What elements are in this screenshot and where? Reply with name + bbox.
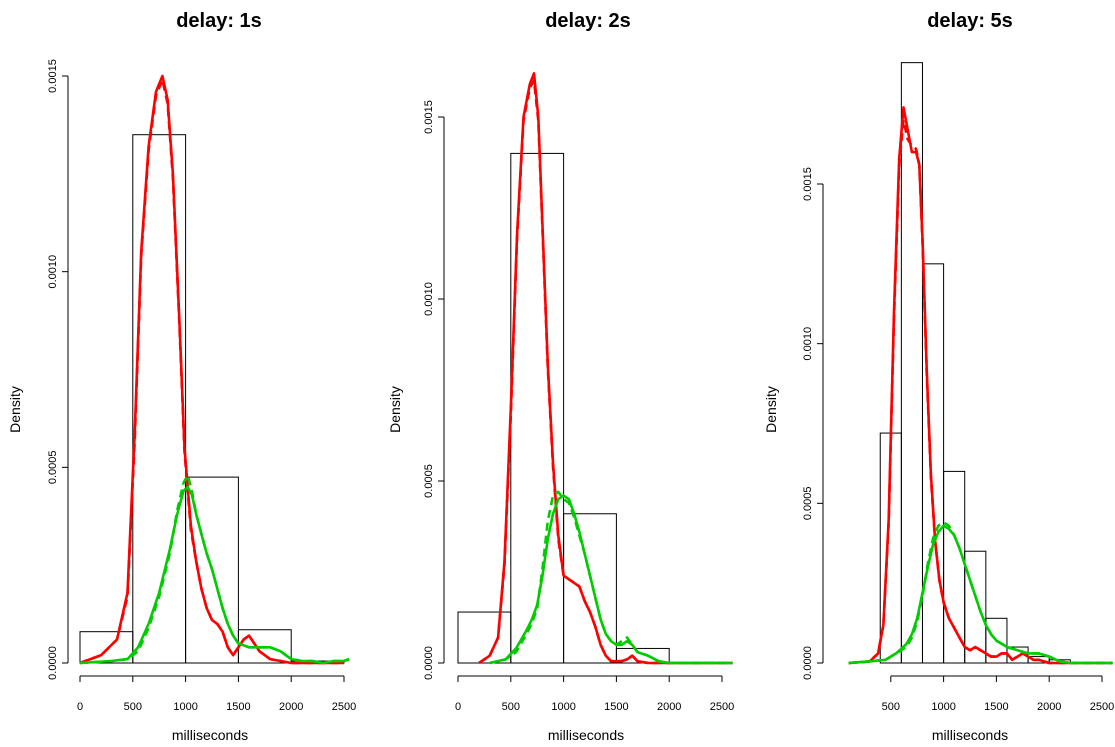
x-tick-label: 2000 [657,701,681,713]
x-tick-label: 1500 [984,701,1008,713]
chart-title: delay: 2s [545,10,631,32]
y-tick-label: 0.0010 [802,327,814,361]
x-tick-label: 1000 [551,701,575,713]
y-tick-label: 0.0010 [47,255,59,289]
histogram-bar [985,617,1008,664]
y-tick-label: 0.0005 [802,487,814,521]
y-tick-label: 0.0015 [47,59,59,93]
panel-3: delay: 5s 0.0000 0.0005 0.0010 0.0015 Density… [763,10,1114,743]
histogram-bar [921,263,945,664]
x-tick-label: 500 [124,701,142,713]
x-axis-title: milliseconds [548,727,624,743]
y-tick-label: 0.0015 [802,167,814,201]
density-curve-series-3 [79,485,350,665]
x-tick-label: 2500 [1090,701,1114,713]
x-tick-label: 500 [882,701,900,713]
density-curve-series-1 [79,74,344,665]
x-axis-title: milliseconds [932,727,1008,743]
density-curve-series-4 [489,490,733,665]
x-tick-label: 2500 [710,701,734,713]
y-tick-label: 0.0015 [423,100,435,134]
x-axis-title: milliseconds [172,727,248,743]
y-axis-title: Density [7,386,23,433]
density-curve-series-1 [478,72,733,665]
x-tick-label: 1000 [931,701,955,713]
density-curve-series-4 [848,521,1113,665]
panel-1: delay: 1s 0.0000 0.0005 0.0010 0.0015 Density… [7,10,356,743]
y-tick-label: 0.0000 [802,646,814,680]
y-tick-label: 0.0010 [423,282,435,316]
density-curve-series-3 [489,494,733,665]
histogram-bar [185,476,239,664]
y-tick-label: 0.0005 [423,464,435,498]
y-axis-title: Density [387,386,403,433]
histogram-bar [132,134,187,664]
density-curve-series-1 [848,106,1113,665]
x-tick-label: 1500 [226,701,250,713]
histogram-bar [964,550,987,664]
chart-title: delay: 5s [927,10,1013,32]
histogram-bar [457,611,512,664]
histogram-bar [510,152,565,664]
panel-2: delay: 2s 0.0000 0.0005 0.0010 0.0015 Density… [387,10,734,743]
y-axis-title: Density [763,386,779,433]
x-tick-label: 500 [502,701,520,713]
histogram-bar [943,470,966,664]
y-tick-label: 0.0000 [423,646,435,680]
x-tick-label: 1500 [604,701,628,713]
density-curve-series-2 [848,118,1113,665]
density-curve-series-2 [478,79,733,665]
density-curve-series-2 [79,78,344,665]
x-tick-label: 0 [455,701,461,713]
density-curve-series-4 [79,473,350,665]
y-tick-label: 0.0000 [47,646,59,680]
chart-title: delay: 1s [176,10,262,32]
x-tick-label: 0 [77,701,83,713]
x-tick-label: 2500 [332,701,356,713]
x-tick-label: 2000 [279,701,303,713]
y-tick-label: 0.0005 [47,451,59,485]
x-tick-label: 1000 [173,701,197,713]
histogram-bar [563,513,617,664]
x-tick-label: 2000 [1037,701,1061,713]
